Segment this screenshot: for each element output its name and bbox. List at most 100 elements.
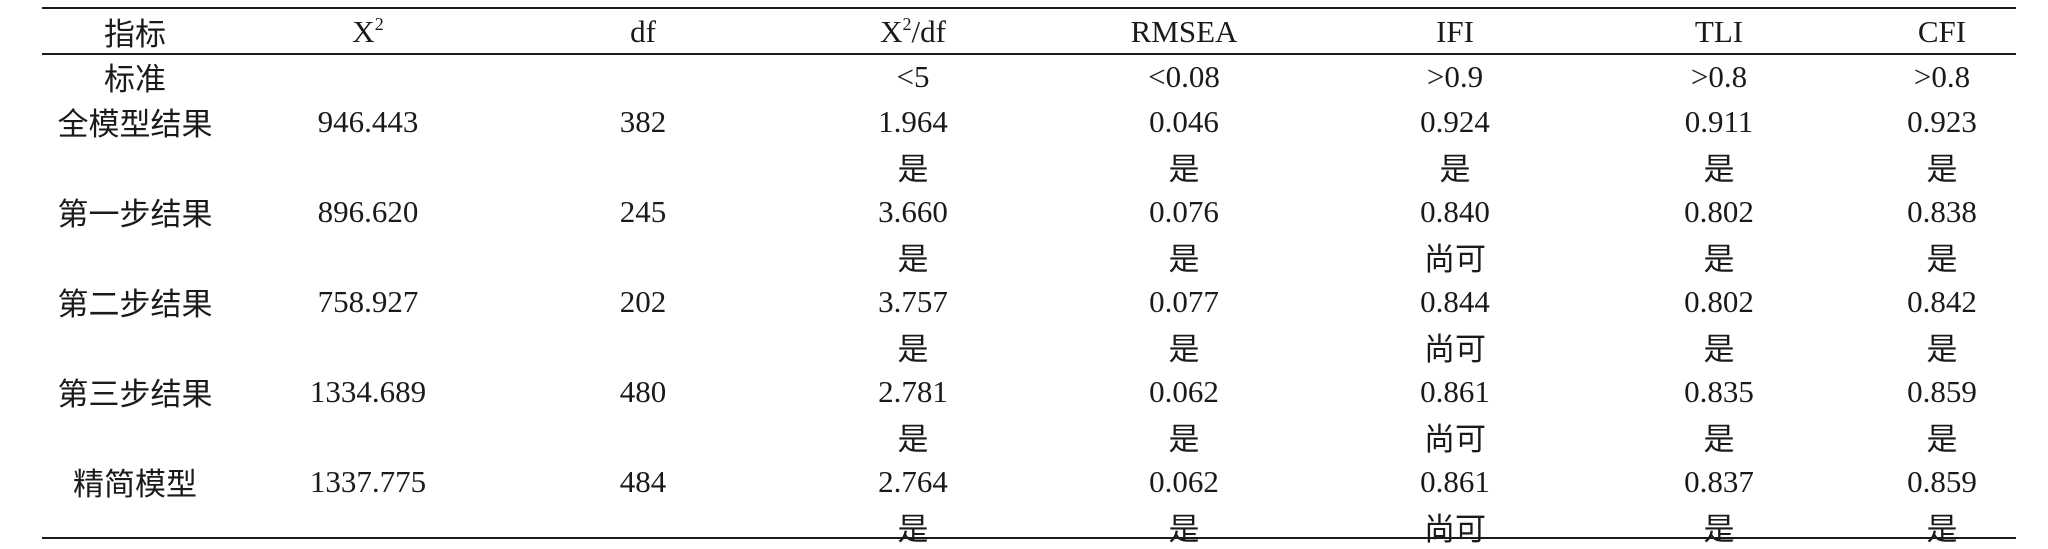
cell-chi-square-df: <5: [896, 58, 930, 94]
cell-tli: 0.802: [1684, 283, 1754, 319]
cell-ifi: 尚可: [1424, 422, 1486, 457]
cell-chi-square: [228, 324, 508, 369]
cell-cfi: 是: [1926, 512, 1958, 547]
cell-df: [508, 144, 778, 189]
cell-tli: 是: [1703, 242, 1735, 277]
cell-tli: 是: [1703, 512, 1735, 547]
cell-rmsea: 0.046: [1149, 103, 1219, 139]
table-row: 是 是 尚可 是 是: [42, 234, 2036, 279]
cell-df: [508, 414, 778, 459]
cell-ifi: 尚可: [1424, 512, 1486, 547]
header-indicator: 指标: [104, 17, 166, 52]
cell-df: 202: [619, 283, 667, 319]
cell-chi-square: 1334.689: [309, 373, 427, 409]
cell-ifi: 0.844: [1420, 283, 1490, 319]
header-row: 指标 X2 df X2/df RMSEA IFI TLI CFI: [42, 9, 2036, 54]
cell-rmsea: 0.076: [1149, 193, 1219, 229]
cell-indicator: [42, 504, 228, 549]
cell-df: 382: [619, 103, 667, 139]
cell-chi-square: [228, 144, 508, 189]
cell-ifi: 是: [1439, 152, 1471, 187]
cell-cfi: 0.859: [1907, 463, 1977, 499]
cell-df: [508, 54, 778, 99]
cell-tli: 是: [1703, 152, 1735, 187]
cell-chi-square-df: 是: [897, 152, 929, 187]
cell-df: 484: [619, 463, 667, 499]
cell-chi-square: [228, 504, 508, 549]
cell-indicator: [42, 414, 228, 459]
table-row: 是 是 尚可 是 是: [42, 414, 2036, 459]
cell-cfi: 0.842: [1907, 283, 1977, 319]
table-row: 是是是是是: [42, 144, 2036, 189]
cell-df: 480: [619, 373, 667, 409]
cell-indicator: 标准: [104, 62, 166, 97]
table-row: 是 是 尚可 是 是: [42, 504, 2036, 549]
bottom-rule: [42, 537, 2016, 539]
cell-chi-square-df: 2.764: [878, 463, 948, 499]
cell-ifi: 0.840: [1420, 193, 1490, 229]
cell-cfi: 0.923: [1907, 103, 1977, 139]
data-table: 指标 X2 df X2/df RMSEA IFI TLI CFI 标准 <5 <0.…: [42, 9, 2036, 549]
cell-chi-square: [228, 234, 508, 279]
cell-chi-square-df: 2.781: [878, 373, 948, 409]
header-rmsea: RMSEA: [1130, 13, 1238, 49]
cell-indicator: 第一步结果: [57, 197, 213, 232]
cell-indicator: 第二步结果: [57, 287, 213, 322]
cell-indicator: 第三步结果: [57, 377, 213, 412]
header-chi-square: X2: [352, 13, 384, 49]
cell-chi-square-df: 是: [897, 332, 929, 367]
header-cfi: CFI: [1917, 13, 1967, 49]
cell-chi-square: [228, 414, 508, 459]
cell-indicator: [42, 324, 228, 369]
table-row: 是 是 尚可 是 是: [42, 324, 2036, 369]
cell-chi-square-df: 是: [897, 242, 929, 277]
cell-chi-square: 946.443: [317, 103, 419, 139]
header-rule: [42, 53, 2016, 55]
cell-chi-square: 896.620: [317, 193, 419, 229]
cell-rmsea: 0.062: [1149, 373, 1219, 409]
cell-ifi: 0.861: [1420, 463, 1490, 499]
cell-rmsea: 是: [1168, 332, 1200, 367]
top-rule: [42, 7, 2016, 9]
cell-cfi: 0.859: [1907, 373, 1977, 409]
cell-chi-square: 758.927: [317, 283, 419, 319]
cell-rmsea: <0.08: [1148, 58, 1220, 94]
cell-cfi: 是: [1926, 242, 1958, 277]
cell-rmsea: 0.077: [1149, 283, 1219, 319]
cell-chi-square-df: 是: [897, 422, 929, 457]
cell-indicator: 精简模型: [73, 467, 197, 502]
cell-indicator: [42, 144, 228, 189]
cell-indicator: 全模型结果: [57, 107, 213, 142]
cell-ifi: >0.9: [1426, 58, 1484, 94]
table-row: 第三步结果 1334.689 480 2.781 0.062 0.861 0.835 0.85…: [42, 369, 2036, 414]
cell-tli: 0.911: [1684, 103, 1754, 139]
cell-rmsea: 是: [1168, 512, 1200, 547]
cell-df: [508, 504, 778, 549]
cell-ifi: 0.861: [1420, 373, 1490, 409]
cell-cfi: 0.838: [1907, 193, 1977, 229]
table-row: 第二步结果 758.927 202 3.757 0.077 0.844 0.802 0.842: [42, 279, 2036, 324]
cell-cfi: 是: [1926, 152, 1958, 187]
cell-cfi: 是: [1926, 422, 1958, 457]
cell-chi-square: 1337.775: [309, 463, 427, 499]
cell-cfi: >0.8: [1913, 58, 1971, 94]
cell-chi-square-df: 1.964: [878, 103, 948, 139]
cell-ifi: 0.924: [1420, 103, 1490, 139]
cell-ifi: 尚可: [1424, 242, 1486, 277]
cell-tli: 0.835: [1684, 373, 1754, 409]
cell-rmsea: 是: [1168, 152, 1200, 187]
cell-chi-square-df: 是: [897, 512, 929, 547]
cell-rmsea: 是: [1168, 242, 1200, 277]
cell-chi-square-df: 3.757: [878, 283, 948, 319]
cell-tli: 是: [1703, 332, 1735, 367]
cell-rmsea: 是: [1168, 422, 1200, 457]
cell-chi-square-df: 3.660: [878, 193, 948, 229]
cell-cfi: 是: [1926, 332, 1958, 367]
cell-df: [508, 234, 778, 279]
cell-ifi: 尚可: [1424, 332, 1486, 367]
header-tli: TLI: [1694, 13, 1744, 49]
cell-tli: 是: [1703, 422, 1735, 457]
cell-indicator: [42, 234, 228, 279]
cell-df: [508, 324, 778, 369]
